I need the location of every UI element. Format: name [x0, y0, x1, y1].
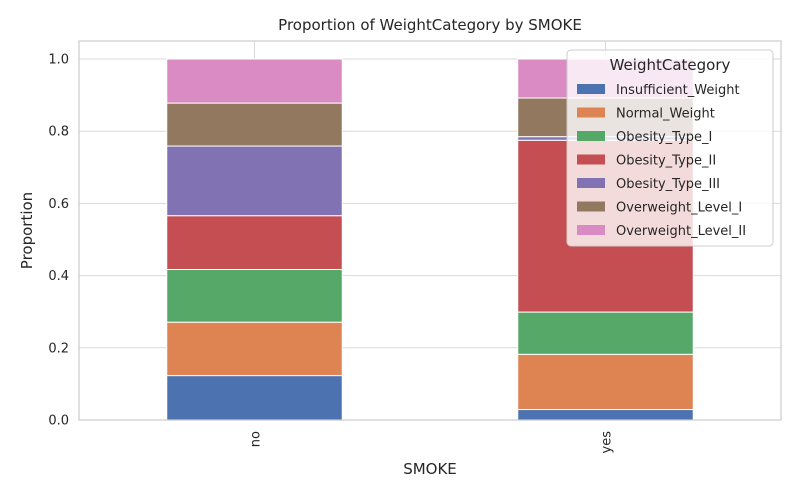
legend: WeightCategory Insufficient_Weight Normal_… [566, 49, 774, 247]
chart-title: Proportion of WeightCategory by SMOKE [278, 16, 582, 34]
legend-label: Obesity_Type_I [616, 130, 712, 145]
legend-label: Obesity_Type_II [616, 154, 716, 169]
legend-swatch [577, 107, 605, 118]
bar-segment [166, 215, 343, 270]
bar-segment [517, 311, 694, 355]
bar-segment [166, 58, 343, 104]
x-axis-title: SMOKE [403, 460, 457, 478]
legend-swatch [577, 84, 605, 94]
legend-swatch [577, 201, 605, 212]
y-tick-label: 0.0 [48, 414, 69, 429]
y-tick-label: 0.2 [48, 341, 69, 356]
x-tick-label: yes [600, 431, 615, 454]
legend-title: WeightCategory [610, 56, 731, 74]
y-tick-label: 0.6 [48, 197, 69, 212]
bar-segment [166, 145, 343, 217]
bar-segment [166, 375, 343, 421]
legend-swatch [577, 131, 605, 141]
legend-swatch [577, 178, 605, 188]
legend-label: Normal_Weight [616, 107, 715, 122]
legend-box [566, 49, 774, 247]
bar-segment [166, 102, 343, 147]
legend-swatch [577, 225, 605, 235]
bar-segment [166, 321, 343, 377]
legend-swatch [577, 154, 605, 165]
plot-frame [78, 40, 782, 421]
x-tick-label: no [249, 431, 264, 447]
y-tick-label: 0.8 [48, 125, 69, 140]
legend-label: Overweight_Level_I [616, 201, 742, 216]
y-tick-label: 0.4 [48, 269, 69, 284]
bar-segment [517, 409, 694, 421]
bar-segment [166, 268, 343, 323]
bar-segment [517, 353, 694, 411]
legend-label: Overweight_Level_II [616, 224, 746, 239]
legend-label: Obesity_Type_III [616, 177, 720, 192]
y-axis-title: Proportion [18, 192, 36, 269]
legend-label: Insufficient_Weight [616, 83, 740, 98]
y-tick-label: 1.0 [48, 53, 69, 68]
